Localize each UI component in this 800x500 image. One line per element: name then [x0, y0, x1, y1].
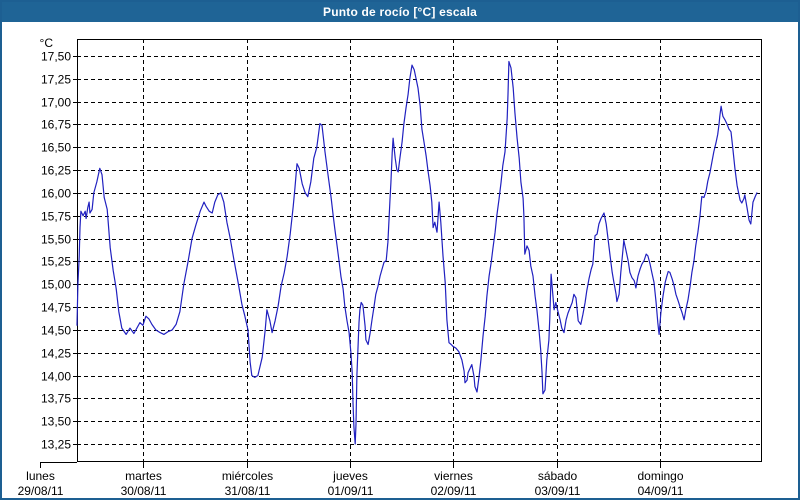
y-axis-ticks — [73, 56, 77, 445]
y-tick-labels: 17,50 17,25 17,00 16,75 16,50 16,25 16,00 15,75… — [41, 50, 71, 452]
y-tick-label: 17,50 — [41, 50, 71, 64]
y-tick-label: 13,25 — [41, 438, 71, 452]
day-date-label: 02/09/11 — [431, 484, 477, 498]
y-tick-label: 16,50 — [41, 141, 71, 155]
window-titlebar: Punto de rocío [°C] escala — [2, 2, 798, 22]
y-tick-label: 14,75 — [41, 301, 71, 315]
day-name-label: jueves — [332, 469, 368, 483]
y-tick-label: 15,50 — [41, 233, 71, 247]
x-axis-ticks — [40, 462, 661, 468]
day-date-label: 30/08/11 — [121, 484, 167, 498]
dew-point-line — [76, 60, 758, 445]
chart-title: Punto de rocío [°C] escala — [322, 5, 478, 19]
day-date-label: 01/09/11 — [328, 484, 374, 498]
y-tick-label: 13,75 — [41, 392, 71, 406]
day-name-label: domingo — [637, 469, 683, 483]
y-axis-unit-label: °C — [40, 36, 54, 50]
day-date-label: 31/08/11 — [225, 484, 271, 498]
y-tick-label: 16,25 — [41, 164, 71, 178]
day-name-label: sábado — [538, 469, 578, 483]
day-name-label: martes — [125, 469, 162, 483]
y-tick-label: 13,50 — [41, 415, 71, 429]
y-tick-label: 14,25 — [41, 347, 71, 361]
plot-border — [77, 39, 762, 462]
y-tick-label: 14,50 — [41, 324, 71, 338]
day-date-label: 03/09/11 — [535, 484, 581, 498]
y-tick-label: 16,00 — [41, 187, 71, 201]
y-tick-label: 17,00 — [41, 96, 71, 110]
y-tick-label: 14,00 — [41, 370, 71, 384]
day-name-label: viernes — [434, 469, 473, 483]
day-date-label: 04/09/11 — [638, 484, 684, 498]
y-tick-label: 16,75 — [41, 118, 71, 132]
day-name-label: lunes — [26, 469, 55, 483]
y-tick-label: 15,75 — [41, 210, 71, 224]
x-gridlines — [143, 39, 661, 462]
day-name-label: miércoles — [222, 469, 273, 483]
y-tick-label: 15,25 — [41, 255, 71, 269]
y-tick-label: 17,25 — [41, 73, 71, 87]
y-tick-label: 15,00 — [41, 278, 71, 292]
y-gridlines — [77, 56, 762, 445]
day-date-label: 29/08/11 — [18, 484, 64, 498]
